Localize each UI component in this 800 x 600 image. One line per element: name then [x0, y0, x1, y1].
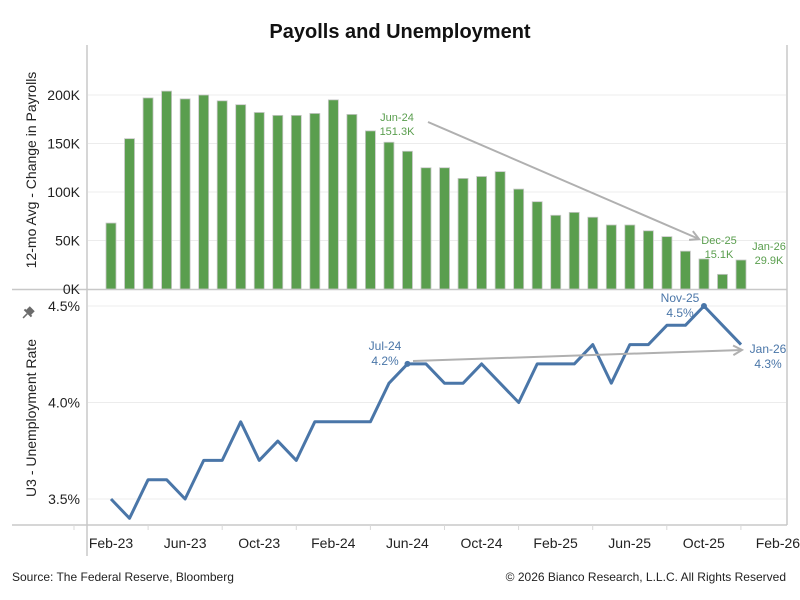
payrolls-annotation-date: Dec-25 — [701, 235, 736, 247]
x-tick-label: Feb-25 — [533, 535, 578, 551]
payroll-bar — [587, 216, 599, 290]
payroll-bar — [142, 97, 154, 290]
payroll-bar — [105, 222, 117, 290]
payrolls-y-tick: 0K — [63, 281, 81, 297]
payroll-bar — [680, 250, 691, 290]
payroll-bars — [105, 90, 747, 290]
payrolls-y-tick: 150K — [47, 136, 80, 152]
unemployment-y-tick: 3.5% — [48, 491, 80, 507]
x-tick-label: Oct-24 — [460, 535, 502, 551]
trend-arrows — [412, 121, 745, 362]
payroll-bar — [179, 98, 191, 290]
payroll-bar — [402, 150, 413, 290]
payrolls-y-tick: 50K — [55, 233, 81, 249]
payroll-bar — [327, 99, 339, 290]
unemployment-highlight-point — [700, 303, 707, 309]
x-tick-label: Oct-25 — [683, 535, 725, 551]
x-tick-label: Feb-23 — [89, 535, 134, 551]
payroll-bar — [735, 259, 747, 290]
payroll-bar — [642, 230, 654, 290]
payrolls-annotation-date: Jun-24 — [380, 112, 414, 124]
payroll-bar — [272, 114, 284, 290]
payroll-bar — [198, 94, 210, 290]
payroll-bar — [253, 112, 265, 290]
payrolls-annotation-date: Jan-26 — [752, 241, 786, 253]
payroll-bar — [513, 188, 525, 290]
x-tick-label: Jun-24 — [386, 535, 429, 551]
x-tick-label: Oct-23 — [238, 535, 280, 551]
payroll-bar — [494, 171, 506, 290]
payroll-bar — [309, 113, 321, 290]
unemployment-highlight-point — [404, 360, 411, 367]
payroll-bar — [661, 236, 673, 290]
annotations: Jun-24 151.3K Dec-25 15.1K Jan-26 29.9K Jul-24… — [369, 112, 787, 371]
x-tick-label: Feb-24 — [311, 535, 356, 551]
unemployment-trend-arrow — [412, 349, 743, 362]
payroll-bar — [161, 90, 172, 290]
x-tick-label: Feb-26 — [756, 535, 800, 551]
payroll-bar — [457, 178, 469, 290]
payrolls-annotation-value: 29.9K — [755, 255, 784, 267]
payroll-bar — [235, 104, 247, 290]
unemployment-y-label: U3 - Unemployment Rate — [23, 339, 39, 497]
pin-icon — [22, 306, 35, 319]
unemployment-trend-arrow-head — [732, 344, 745, 356]
payroll-bar — [568, 211, 580, 290]
unemployment-annotation-value: 4.3% — [754, 357, 782, 371]
payroll-bar — [383, 141, 395, 290]
unemployment-annotation-date: Jan-26 — [750, 342, 787, 356]
payroll-bar — [550, 214, 562, 290]
unemployment-y-tick: 4.5% — [48, 298, 80, 314]
x-tick-label: Jun-25 — [608, 535, 651, 551]
payroll-bar — [698, 258, 710, 290]
payroll-bar — [605, 224, 617, 290]
x-tick-labels: Feb-23 Jun-23 Oct-23 Feb-24 Jun-24 Oct-24 Feb-… — [73, 525, 800, 551]
payrolls-trend-arrow — [427, 121, 700, 240]
payroll-bar — [531, 201, 543, 290]
source-note: Source: The Federal Reserve, Bloomberg — [12, 570, 234, 584]
unemployment-series-line — [109, 304, 743, 520]
unemployment-y-tick: 4.0% — [48, 395, 80, 411]
unemployment-line — [109, 304, 743, 520]
x-tick-label: Jun-23 — [164, 535, 207, 551]
chart-title: Payolls and Unemployment — [269, 21, 531, 43]
copyright-note: © 2026 Bianco Research, L.L.C. All Right… — [506, 570, 786, 584]
payroll-bar — [124, 138, 135, 290]
payroll-bar — [439, 167, 450, 290]
unemployment-annotation-value: 4.2% — [371, 354, 399, 368]
payroll-bar — [290, 114, 302, 290]
unemployment-annotation-date: Jul-24 — [369, 339, 402, 353]
payroll-bar — [420, 167, 432, 290]
payrolls-annotation-value: 151.3K — [380, 126, 416, 138]
payrolls-y-tick: 200K — [47, 87, 80, 103]
payroll-bar — [476, 176, 488, 290]
payroll-bar — [717, 273, 728, 290]
payrolls-y-tick: 100K — [47, 184, 80, 200]
payrolls-annotation-value: 15.1K — [705, 249, 734, 261]
payroll-bar — [624, 224, 636, 290]
unemployment-annotation-date: Nov-25 — [661, 291, 700, 305]
payroll-bar — [216, 100, 228, 290]
y-tick-labels: 0K 50K 100K 150K 200K 3.5% 4.0% 4.5% — [47, 87, 80, 507]
payrolls-trend-arrow-head — [688, 230, 701, 241]
payroll-bar — [346, 114, 358, 290]
payroll-bar — [365, 130, 376, 290]
unemployment-annotation-value: 4.5% — [666, 306, 694, 320]
payrolls-y-label: 12-mo Avg - Change in Payrolls — [23, 72, 39, 269]
